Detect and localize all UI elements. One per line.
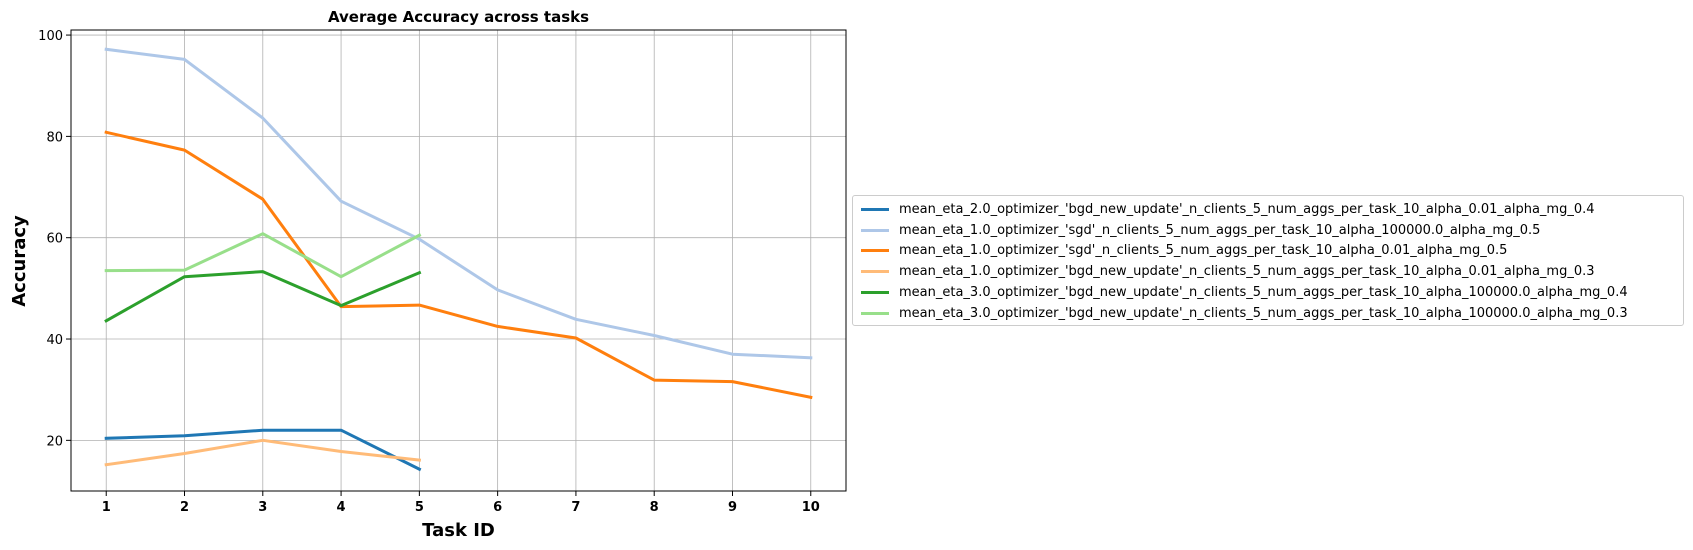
series-line-5 [104, 270, 422, 323]
x-tick-label: 9 [728, 500, 737, 515]
legend-label: mean_eta_3.0_optimizer_'bgd_new_update'_… [899, 305, 1628, 321]
series-line-2 [104, 47, 813, 360]
chart-legend: mean_eta_2.0_optimizer_'bgd_new_update'_… [852, 195, 1684, 326]
legend-swatch [861, 291, 889, 295]
series-line-6 [104, 232, 422, 279]
legend-item: mean_eta_3.0_optimizer_'bgd_new_update'_… [861, 282, 1683, 303]
x-tick-label: 7 [571, 500, 580, 515]
legend-item: mean_eta_1.0_optimizer_'bgd_new_update'_… [861, 261, 1683, 282]
y-tick-label: 100 [38, 29, 63, 44]
legend-item: mean_eta_1.0_optimizer_'sgd'_n_clients_5… [861, 220, 1683, 241]
legend-label: mean_eta_1.0_optimizer_'sgd'_n_clients_5… [899, 243, 1508, 259]
x-tick-label: 1 [102, 500, 111, 515]
legend-item: mean_eta_1.0_optimizer_'sgd'_n_clients_5… [861, 241, 1683, 262]
chart-title: Average Accuracy across tasks [328, 8, 589, 26]
x-tick-label: 2 [180, 500, 189, 515]
legend-label: mean_eta_1.0_optimizer_'bgd_new_update'_… [899, 264, 1595, 280]
legend-swatch [861, 228, 889, 232]
legend-item: mean_eta_2.0_optimizer_'bgd_new_update'_… [861, 199, 1683, 220]
series-lines [104, 47, 813, 472]
y-tick-label: 60 [46, 232, 63, 247]
x-tick-label: 10 [802, 500, 820, 515]
y-axis-label: Accuracy [9, 215, 30, 307]
plot-area-frame [70, 29, 847, 492]
y-tick-label: 80 [46, 130, 63, 145]
y-tick-label: 20 [46, 434, 63, 449]
legend-swatch [861, 270, 889, 274]
series-line-3 [104, 130, 813, 400]
series-line-4 [104, 438, 422, 467]
y-tick-label: 40 [46, 333, 63, 348]
x-tick-label: 3 [258, 500, 267, 515]
x-tick-label: 8 [650, 500, 659, 515]
y-axis-ticks: 20 40 60 80 100 [38, 29, 71, 449]
x-axis-label: Task ID [422, 520, 495, 541]
x-tick-label: 4 [337, 500, 346, 515]
legend-label: mean_eta_2.0_optimizer_'bgd_new_update'_… [899, 201, 1595, 217]
legend-item: mean_eta_3.0_optimizer_'bgd_new_update'_… [861, 303, 1683, 324]
x-axis-ticks: 1 2 3 4 5 6 7 8 9 10 [102, 491, 820, 515]
legend-swatch [861, 207, 889, 211]
legend-swatch [861, 249, 889, 253]
legend-swatch [861, 311, 889, 315]
x-tick-label: 6 [493, 500, 502, 515]
legend-label: mean_eta_1.0_optimizer_'sgd'_n_clients_5… [899, 222, 1541, 238]
x-tick-label: 5 [415, 500, 424, 515]
grid-lines [71, 30, 846, 491]
series-line-1 [104, 428, 422, 472]
legend-label: mean_eta_3.0_optimizer_'bgd_new_update'_… [899, 285, 1628, 301]
